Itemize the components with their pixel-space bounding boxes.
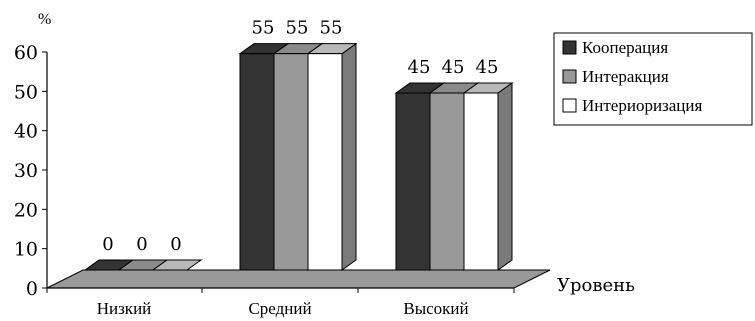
data-label: 55: [286, 18, 309, 39]
bar-front-overlay: [463, 92, 499, 271]
legend-box: [553, 32, 753, 126]
y-tick-label: 60: [14, 42, 38, 64]
x-axis-label: Уровень: [557, 275, 635, 296]
bars: [83, 42, 514, 271]
bar-side: [497, 82, 513, 271]
x-axis-labels: Низкий Средний Высокий: [97, 299, 469, 318]
bar-front-overlay: [429, 92, 465, 271]
data-label: 45: [408, 57, 431, 78]
data-label: 45: [476, 57, 499, 78]
x-tick-label: Средний: [248, 299, 311, 318]
bar-front-overlay: [395, 92, 431, 271]
x-tick-label: Высокий: [403, 299, 468, 318]
y-axis: 0 10 20 30 40 50 60: [14, 42, 515, 300]
chart-floor: [46, 269, 551, 289]
y-tick-label: 30: [14, 160, 38, 182]
y-tick-label: 10: [14, 239, 38, 261]
legend-swatch: [562, 69, 577, 84]
y-tick-label: 40: [14, 121, 38, 143]
data-labels: 0 0 0 55 55 55 45 45 45: [102, 18, 498, 255]
bar-front-overlay: [307, 53, 343, 271]
bar-side: [341, 42, 357, 271]
data-label: 0: [170, 234, 181, 255]
data-label: 55: [320, 18, 343, 39]
y-tick-label: 50: [14, 81, 38, 103]
data-label: 0: [102, 234, 113, 255]
bar-front-overlay: [273, 53, 309, 271]
bar: [151, 259, 203, 271]
y-axis-unit: %: [38, 11, 51, 28]
bar-top: [151, 259, 203, 271]
data-label: 45: [442, 57, 465, 78]
data-label: 0: [136, 234, 147, 255]
legend-swatch: [562, 98, 577, 113]
bar-front-overlay: [239, 53, 275, 271]
legend-label: Интеракция: [582, 67, 669, 86]
y-tick-label: 20: [14, 199, 38, 221]
y-tick-label: 0: [26, 278, 38, 300]
legend-swatch: [562, 40, 577, 55]
data-label: 55: [252, 18, 275, 39]
floor-plane: [46, 269, 551, 289]
x-tick-label: Низкий: [97, 299, 152, 318]
legend-label: Интериоризация: [582, 96, 703, 115]
legend-label: Кооперация: [582, 38, 668, 57]
legend: Кооперация Интеракция Интериоризация: [553, 32, 753, 126]
